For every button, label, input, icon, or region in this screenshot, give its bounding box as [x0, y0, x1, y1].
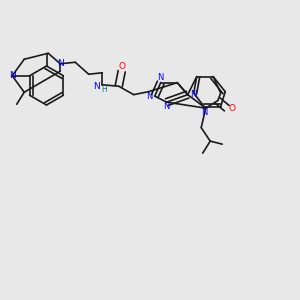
- Text: N: N: [201, 108, 207, 117]
- Text: O: O: [229, 104, 236, 113]
- Text: N: N: [9, 71, 16, 80]
- Text: N: N: [146, 92, 152, 101]
- Text: N: N: [190, 90, 196, 99]
- Text: H: H: [102, 85, 107, 94]
- Text: N: N: [93, 82, 100, 91]
- Text: O: O: [118, 62, 125, 71]
- Text: N: N: [57, 59, 64, 68]
- Text: N: N: [158, 74, 164, 82]
- Text: N: N: [164, 103, 170, 112]
